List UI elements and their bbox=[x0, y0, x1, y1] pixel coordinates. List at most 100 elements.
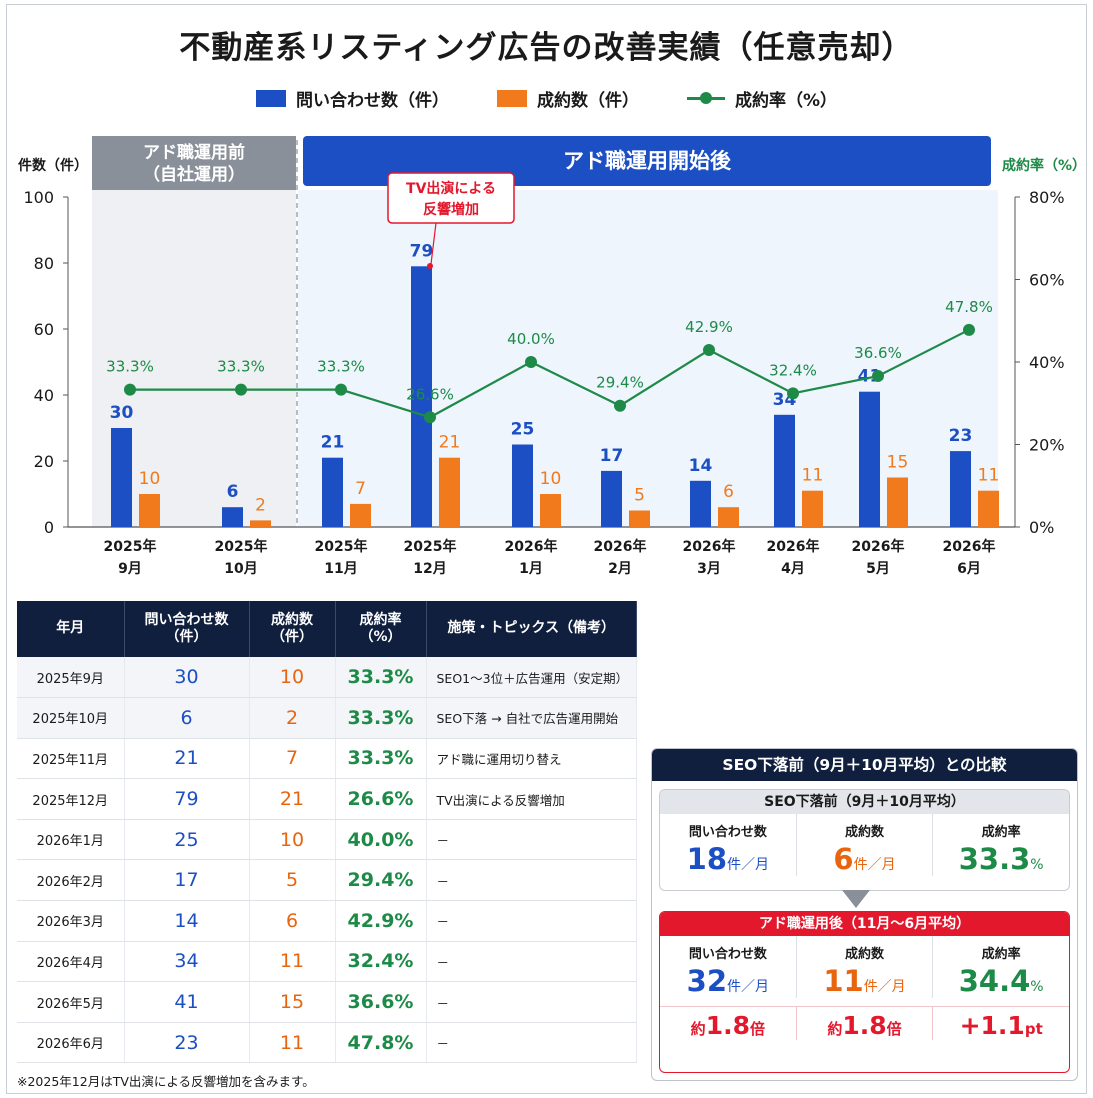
bar-label-contracts: 11 bbox=[978, 466, 1000, 486]
bar-contracts bbox=[250, 520, 271, 527]
bar-label-contracts: 6 bbox=[723, 482, 734, 502]
cell-contracts: 11 bbox=[249, 1022, 336, 1064]
rate-label: 32.4% bbox=[769, 361, 817, 379]
annotation-dot bbox=[427, 263, 433, 269]
x-tick-label-month: 2月 bbox=[608, 561, 632, 577]
cell-contracts: 10 bbox=[249, 657, 336, 699]
cell-rate: 32.4% bbox=[335, 941, 427, 983]
cell-rate: 42.9% bbox=[335, 900, 427, 942]
bar-label-inquiries: 21 bbox=[321, 433, 345, 453]
bar-label-inquiries: 23 bbox=[949, 426, 973, 446]
x-tick-label-year: 2026年 bbox=[683, 538, 736, 555]
y-tick-label-right: 60% bbox=[1029, 271, 1065, 290]
cell-month: 2026年4月 bbox=[17, 941, 125, 983]
bar-contracts bbox=[978, 490, 999, 527]
before-title: SEO下落前（9月＋10月平均） bbox=[660, 790, 1069, 814]
cell-rate: 33.3% bbox=[335, 657, 427, 699]
th-inquiries: 問い合わせ数 （件） bbox=[124, 601, 250, 657]
y-tick-label-right: 0% bbox=[1029, 518, 1054, 537]
legend-label-rate: 成約率（%） bbox=[734, 91, 838, 111]
arrow-down-icon bbox=[842, 890, 870, 908]
bar-contracts bbox=[887, 477, 908, 527]
legend-label-contracts: 成約数（件） bbox=[536, 91, 639, 111]
point-rate bbox=[424, 411, 436, 424]
point-rate bbox=[963, 323, 975, 336]
y-tick-label-left: 80 bbox=[34, 254, 54, 273]
rate-label: 47.8% bbox=[945, 298, 993, 316]
period-label-before: アド職運用前 bbox=[143, 142, 245, 163]
th-contracts: 成約数 （件） bbox=[249, 601, 336, 657]
th-note: 施策・トピックス（備考） bbox=[426, 601, 637, 657]
annotation-text: TV出演による bbox=[406, 180, 496, 197]
point-rate bbox=[872, 370, 884, 383]
table-row: 2026年2月 17 5 29.4% － bbox=[17, 859, 637, 902]
page-frame bbox=[6, 4, 1087, 1094]
bar-contracts bbox=[540, 494, 561, 527]
y-tick-label-left: 0 bbox=[44, 518, 54, 537]
bar-contracts bbox=[802, 490, 823, 527]
ratio-inquiries: 約1.8倍 bbox=[660, 1007, 797, 1040]
x-tick-label-month: 4月 bbox=[781, 561, 805, 577]
ratio-contracts: 約1.8倍 bbox=[797, 1007, 934, 1040]
bar-label-contracts: 2 bbox=[255, 495, 266, 515]
point-rate bbox=[235, 383, 247, 396]
rate-label: 33.3% bbox=[317, 358, 365, 376]
y-tick-label-right: 80% bbox=[1029, 188, 1065, 207]
cell-inquiries: 79 bbox=[124, 778, 250, 820]
annotation-text-2: 反響増加 bbox=[423, 201, 479, 218]
before-rate: 成約率 33.3% bbox=[958, 825, 1044, 876]
x-tick-label-year: 2026年 bbox=[505, 538, 558, 555]
cell-month: 2025年9月 bbox=[17, 657, 125, 699]
y-tick-label-left: 40 bbox=[34, 386, 54, 405]
rate-label: 33.3% bbox=[217, 358, 265, 376]
bar-inquiries bbox=[222, 507, 243, 527]
legend-swatch-orange bbox=[496, 90, 527, 107]
cell-contracts: 10 bbox=[249, 819, 336, 861]
legend-swatch-line bbox=[686, 90, 725, 107]
y-tick-label-right: 20% bbox=[1029, 436, 1065, 455]
cell-month: 2026年3月 bbox=[17, 900, 125, 942]
rate-label: 26.6% bbox=[406, 385, 454, 403]
period-sublabel-before: （自社運用） bbox=[143, 164, 245, 185]
before-box: SEO下落前（9月＋10月平均） 問い合わせ数 18件／月 成約数 6件／月 成… bbox=[659, 789, 1070, 891]
bar-inquiries bbox=[512, 444, 533, 527]
bar-contracts bbox=[350, 503, 371, 527]
bar-inquiries bbox=[111, 428, 132, 527]
period-label-after: アド職運用開始後 bbox=[563, 149, 732, 173]
rate-label: 33.3% bbox=[106, 358, 154, 376]
x-tick-label-month: 10月 bbox=[224, 561, 257, 577]
legend-label-inquiries: 問い合わせ数（件） bbox=[295, 91, 449, 111]
bar-contracts bbox=[629, 510, 650, 527]
cell-month: 2025年12月 bbox=[17, 778, 125, 820]
th-month: 年月 bbox=[17, 601, 125, 657]
x-tick-label-year: 2025年 bbox=[104, 538, 157, 555]
after-title: アド職運用後（11月～6月平均） bbox=[660, 912, 1069, 936]
bar-label-inquiries: 6 bbox=[227, 482, 239, 502]
point-rate bbox=[124, 383, 136, 396]
cell-month: 2025年10月 bbox=[17, 697, 125, 739]
bar-label-contracts: 21 bbox=[439, 433, 461, 453]
cell-inquiries: 6 bbox=[124, 697, 250, 739]
cell-note: － bbox=[426, 900, 637, 942]
period-header-before bbox=[92, 136, 296, 190]
x-tick-label-month: 3月 bbox=[697, 561, 721, 577]
y-axis-left-title: 件数（件） bbox=[18, 157, 88, 174]
x-tick-label-month: 12月 bbox=[413, 561, 446, 577]
bar-inquiries bbox=[859, 391, 880, 527]
legend-item-contracts: 成約数（件） bbox=[496, 86, 639, 111]
x-tick-label-month: 9月 bbox=[118, 561, 142, 577]
cell-contracts: 15 bbox=[249, 981, 336, 1023]
table-row: 2026年3月 14 6 42.9% － bbox=[17, 900, 637, 942]
bar-label-inquiries: 17 bbox=[600, 446, 624, 466]
cell-contracts: 21 bbox=[249, 778, 336, 820]
y-tick-label-left: 60 bbox=[34, 320, 54, 339]
y-axis-right-title: 成約率（%） bbox=[1002, 157, 1086, 174]
x-tick-label-year: 2026年 bbox=[594, 538, 647, 555]
cell-inquiries: 30 bbox=[124, 657, 250, 699]
cell-note: － bbox=[426, 1022, 637, 1064]
before-contracts: 成約数 6件／月 bbox=[797, 814, 934, 876]
table-row: 2025年9月 30 10 33.3% SEO1～3位＋広告運用（安定期） bbox=[17, 657, 637, 699]
x-tick-label-year: 2025年 bbox=[315, 538, 368, 555]
bar-inquiries bbox=[950, 451, 971, 527]
x-tick-label-year: 2025年 bbox=[404, 538, 457, 555]
